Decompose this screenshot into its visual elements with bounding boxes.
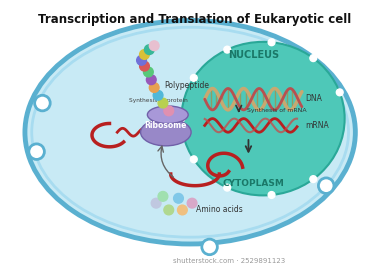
Circle shape: [224, 184, 230, 191]
Circle shape: [146, 75, 156, 85]
Circle shape: [310, 176, 317, 183]
Ellipse shape: [147, 106, 188, 123]
Circle shape: [151, 198, 161, 208]
Text: CYTOPLASM: CYTOPLASM: [222, 179, 284, 188]
Circle shape: [153, 90, 163, 100]
Circle shape: [140, 61, 149, 71]
Text: Synthesis of mRNA: Synthesis of mRNA: [246, 108, 306, 113]
Circle shape: [144, 67, 153, 77]
Circle shape: [158, 192, 168, 201]
Text: Synthesis of protein: Synthesis of protein: [129, 98, 188, 103]
Circle shape: [177, 205, 187, 215]
Circle shape: [149, 41, 159, 51]
Circle shape: [190, 74, 197, 81]
Circle shape: [164, 106, 174, 116]
Circle shape: [336, 89, 343, 96]
Circle shape: [178, 115, 185, 122]
Ellipse shape: [318, 178, 334, 193]
Ellipse shape: [140, 119, 191, 146]
Ellipse shape: [25, 20, 355, 244]
Text: mRNA: mRNA: [305, 121, 328, 130]
Text: Polypeptide: Polypeptide: [164, 81, 209, 90]
Circle shape: [140, 50, 149, 59]
Text: DNA: DNA: [305, 94, 322, 103]
Circle shape: [158, 98, 168, 108]
Text: NUCLEUS: NUCLEUS: [228, 50, 279, 60]
Circle shape: [268, 192, 275, 198]
Text: Transcription and Translation of Eukaryotic cell: Transcription and Translation of Eukaryo…: [38, 13, 352, 26]
Ellipse shape: [181, 42, 345, 195]
Text: Ribosome: Ribosome: [145, 121, 187, 130]
Circle shape: [187, 198, 197, 208]
Circle shape: [144, 45, 154, 55]
Circle shape: [149, 83, 159, 92]
Circle shape: [224, 46, 230, 53]
Ellipse shape: [35, 95, 50, 111]
Ellipse shape: [202, 239, 217, 255]
Text: Amino acids: Amino acids: [196, 206, 243, 214]
Circle shape: [190, 156, 197, 163]
Ellipse shape: [29, 144, 44, 159]
Circle shape: [174, 193, 183, 203]
Circle shape: [268, 39, 275, 46]
Circle shape: [310, 55, 317, 62]
Circle shape: [136, 55, 146, 65]
Circle shape: [164, 205, 174, 215]
Text: shutterstock.com · 2529891123: shutterstock.com · 2529891123: [173, 258, 285, 264]
